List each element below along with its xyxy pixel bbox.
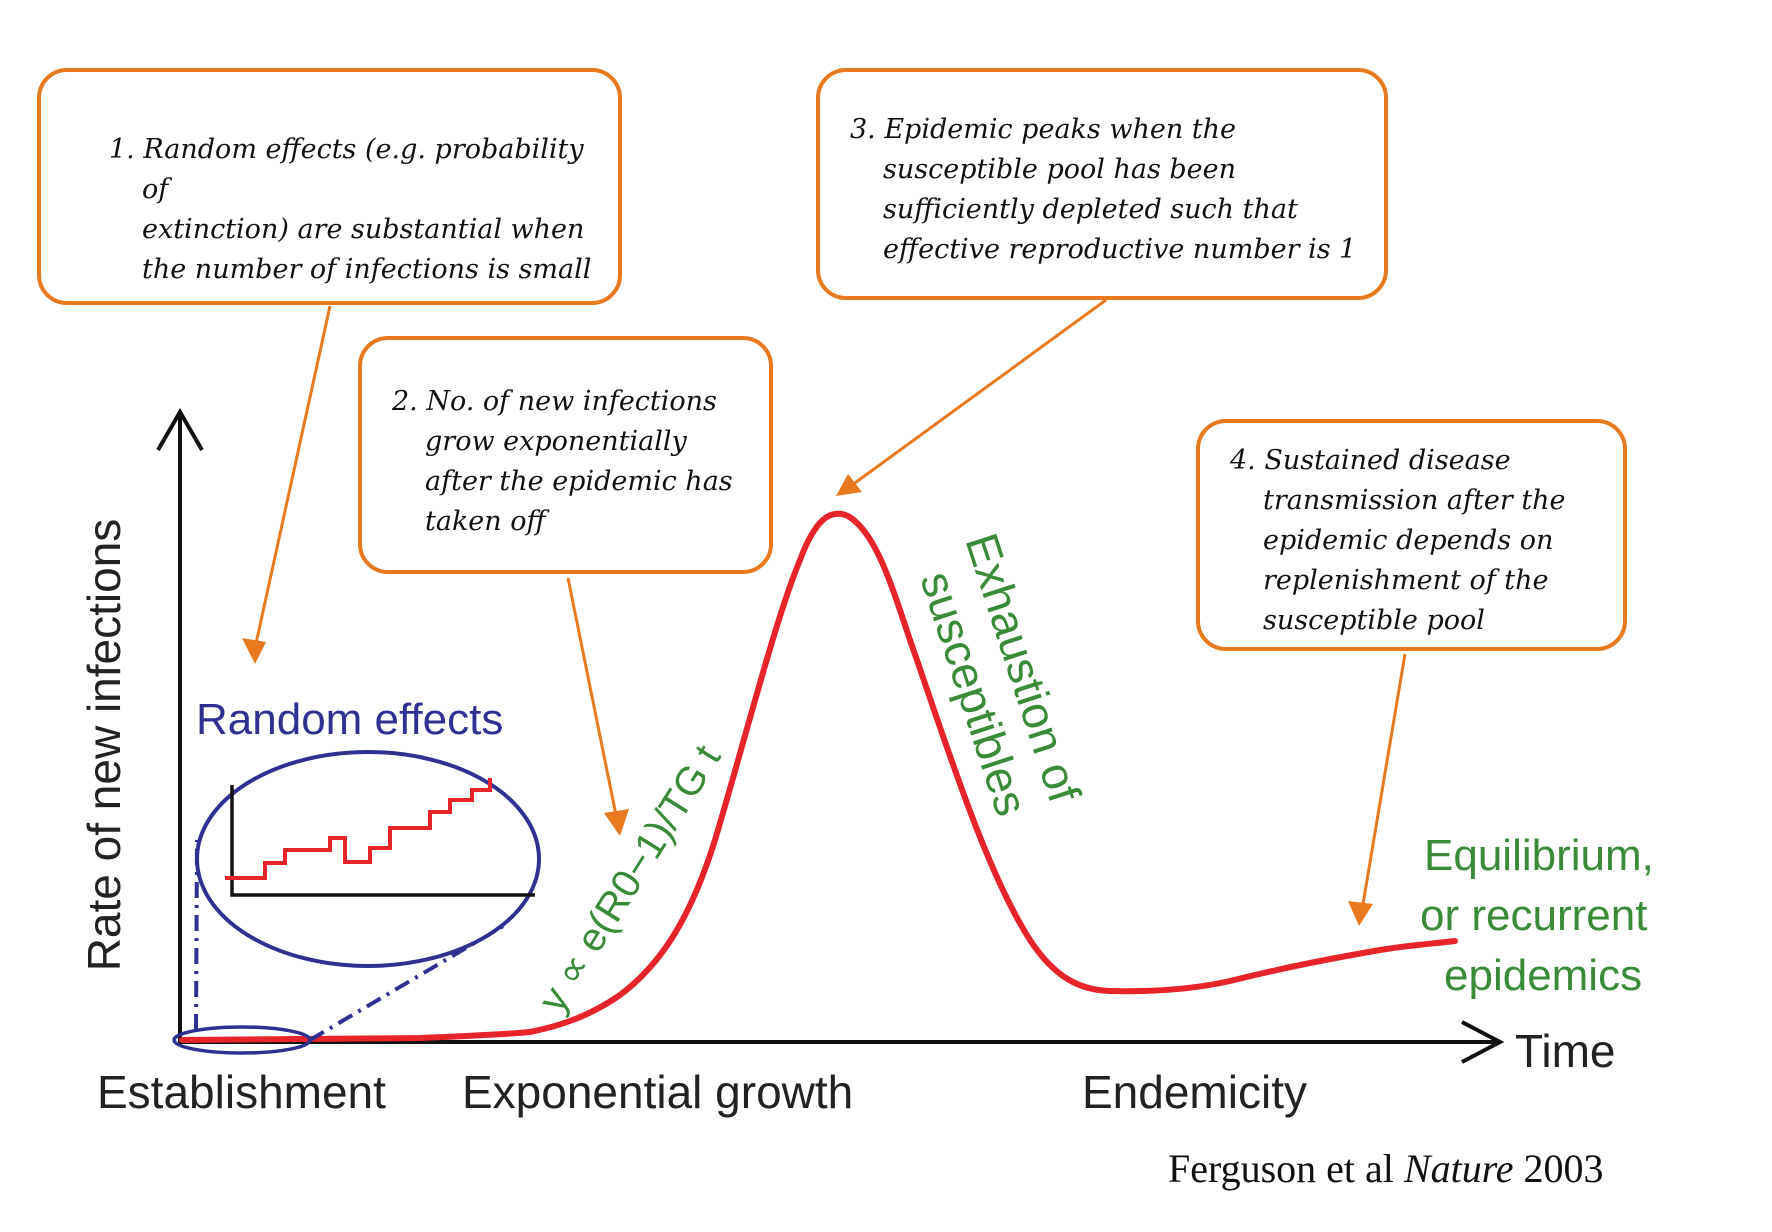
callout-1-line-2: extinction) are substantial when <box>142 214 585 245</box>
arrowhead-3 <box>836 474 862 496</box>
equilibrium-label-line1: Equilibrium, <box>1424 831 1654 880</box>
callout-3-line-1: 3. Epidemic peaks when the <box>850 114 1237 145</box>
arrowhead-1 <box>242 638 266 664</box>
callout-2-line-1: 2. No. of new infections <box>392 386 717 417</box>
citation-authors: Ferguson et al <box>1168 1146 1394 1191</box>
x-axis-label: Time <box>1515 1025 1616 1077</box>
x-axis-arrowhead <box>1461 1020 1505 1064</box>
callout-arrows <box>253 298 1407 911</box>
callout-epidemic-peak: 3. Epidemic peaks when the susceptible p… <box>816 68 1388 300</box>
citation-year: 2003 <box>1523 1146 1604 1191</box>
callout-arrowheads <box>242 474 1373 926</box>
phase-endemicity-label: Endemicity <box>1082 1066 1307 1118</box>
callout-4-line-4: replenishment of the <box>1263 565 1549 596</box>
equilibrium-label-line3: epidemics <box>1444 951 1642 1000</box>
callout-3-line-4: effective reproductive number is 1 <box>883 234 1357 265</box>
arrowhead-2 <box>604 809 629 836</box>
callout-1-line-1: 1. Random effects (e.g. probability of <box>109 134 584 205</box>
arrow-callout-3 <box>847 298 1107 490</box>
callout-1-line-3: the number of infections is small <box>142 254 592 285</box>
callout-3-line-3: sufficiently depleted such that <box>883 194 1298 225</box>
phase-exponential-label: Exponential growth <box>462 1066 853 1118</box>
y-axis-label: Rate of new infections <box>78 519 130 972</box>
phase-establishment-label: Establishment <box>97 1066 386 1118</box>
citation: Ferguson et al Nature 2003 <box>1168 1145 1604 1192</box>
random-effects-title: Random effects <box>196 695 503 744</box>
callout-4-line-5: susceptible pool <box>1263 605 1485 636</box>
epidemic-curve <box>179 510 1458 1043</box>
callout-2-line-2: grow exponentially <box>425 426 687 457</box>
arrow-callout-2 <box>566 577 619 821</box>
callout-2-line-3: after the epidemic has <box>425 466 733 497</box>
callout-4-line-1: 4. Sustained disease <box>1230 445 1511 476</box>
inset-axes <box>230 785 535 897</box>
callout-2-line-4: taken off <box>425 506 546 537</box>
callout-3-line-2: susceptible pool has been <box>883 154 1237 185</box>
arrow-callout-4 <box>1360 653 1407 911</box>
callout-exponential-growth: 2. No. of new infections grow exponentia… <box>358 336 773 574</box>
callout-4-line-3: epidemic depends on <box>1263 525 1554 556</box>
equilibrium-label-line2: or recurrent <box>1420 891 1647 940</box>
citation-journal: Nature <box>1403 1146 1514 1191</box>
arrowhead-4 <box>1348 901 1373 926</box>
y-axis-arrowhead <box>156 408 204 452</box>
callout-4-line-2: transmission after the <box>1263 485 1566 516</box>
callout-sustained-transmission: 4. Sustained disease transmission after … <box>1196 419 1627 651</box>
inset-stepped-curve <box>225 778 492 880</box>
arrow-callout-1 <box>253 305 332 649</box>
callout-random-effects: 1. Random effects (e.g. probability of e… <box>37 68 622 305</box>
